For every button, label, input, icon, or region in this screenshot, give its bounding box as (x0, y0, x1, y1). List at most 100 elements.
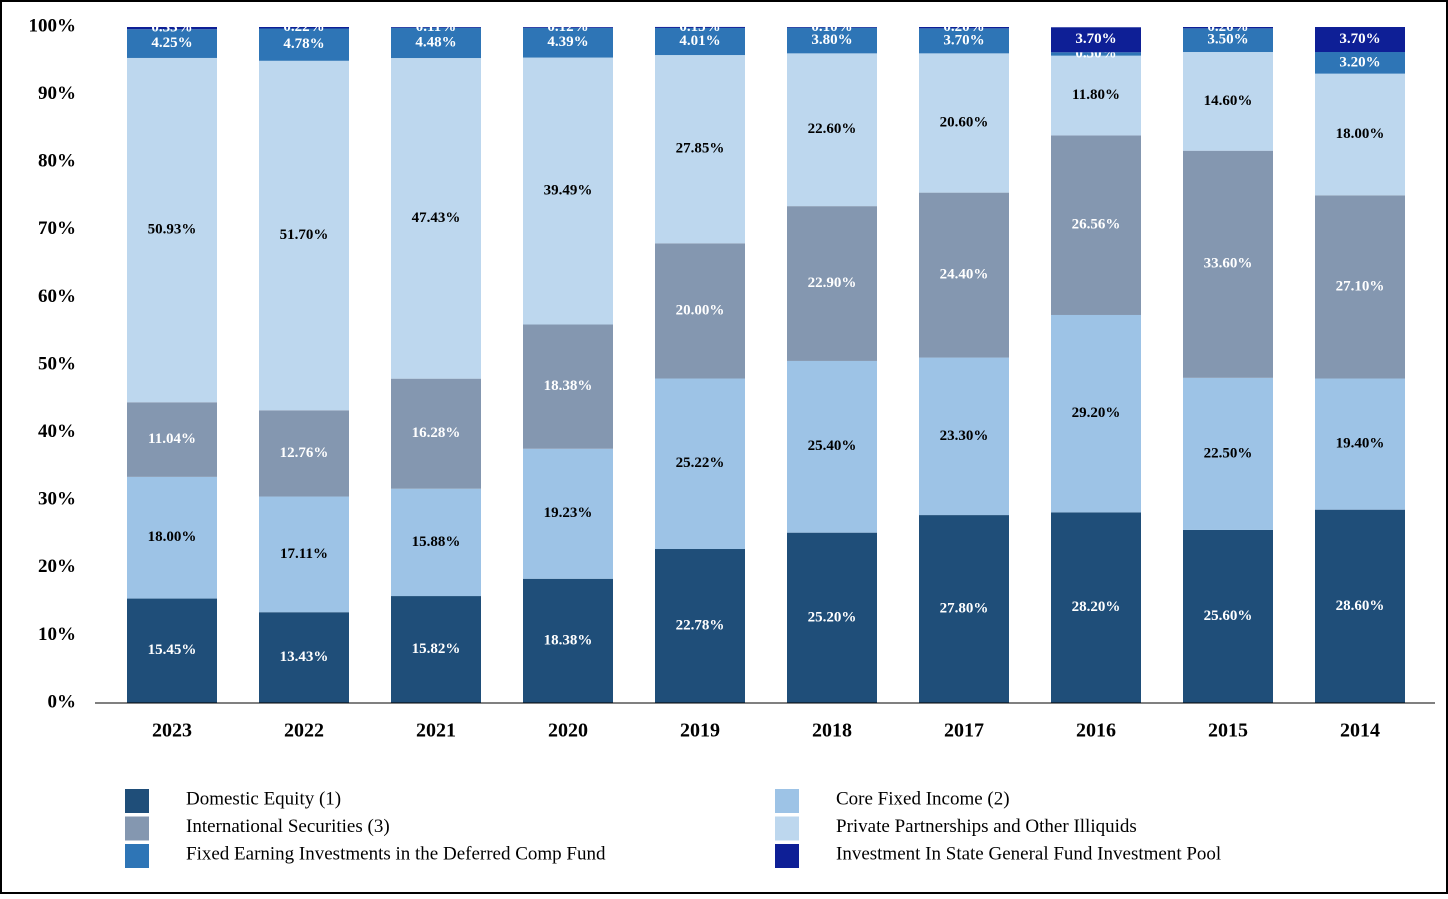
bar-segment (1183, 529, 1273, 703)
bar-segment (919, 192, 1009, 358)
legend-swatch (125, 816, 149, 841)
legend-label: Domestic Equity (1) (186, 788, 341, 809)
bar-segment (655, 378, 745, 550)
bar-segment (919, 357, 1009, 516)
y-tick-label: 60% (38, 286, 76, 307)
y-tick-label: 10% (38, 624, 76, 645)
legend-swatch (775, 816, 799, 841)
bar-segment (1183, 150, 1273, 378)
y-tick-label: 70% (38, 218, 76, 239)
bar-segment (919, 27, 1009, 29)
legend-swatch (775, 844, 799, 868)
bar-segment (919, 28, 1009, 54)
x-tick-label: 2016 (1076, 720, 1116, 742)
x-tick-label: 2023 (152, 720, 192, 742)
x-tick-label: 2021 (416, 720, 456, 742)
legend-label: International Securities (3) (186, 816, 390, 837)
value-label: 12.76% (280, 445, 329, 461)
y-tick-label: 0% (48, 691, 77, 712)
value-label: 3.20% (1339, 54, 1380, 70)
y-tick-label: 30% (38, 489, 76, 510)
bar-segment (787, 27, 877, 28)
value-label: 17.11% (280, 546, 328, 562)
bar-segment (655, 55, 745, 244)
legend-swatch (125, 844, 149, 868)
bar-segment (259, 60, 349, 411)
bar-segment (1315, 378, 1405, 510)
bar-segment (1183, 27, 1273, 29)
bar-segment (919, 515, 1009, 703)
value-label: 27.85% (676, 141, 725, 157)
bar-segment (655, 26, 745, 28)
bar-segment (127, 402, 217, 477)
value-label: 3.80% (811, 32, 852, 48)
bar-segment (1051, 52, 1141, 56)
bar-segment (391, 488, 481, 597)
value-label: 25.20% (808, 609, 857, 625)
value-label: 0.22% (283, 19, 324, 35)
value-label: 22.60% (808, 121, 857, 137)
value-label: 26.56% (1072, 217, 1121, 233)
bar-segment (1315, 195, 1405, 379)
value-label: 20.60% (940, 114, 989, 130)
bar-segment (1051, 27, 1141, 53)
bar-segment (787, 53, 877, 207)
value-label: 18.00% (1336, 126, 1385, 142)
x-tick-label: 2022 (284, 720, 324, 742)
bar-segment (391, 27, 481, 59)
bar-segment (127, 57, 217, 403)
value-label: 23.30% (940, 428, 989, 444)
bar-segment (127, 29, 217, 58)
bar-segment (391, 378, 481, 489)
bar-segment (259, 496, 349, 613)
bar-segment (787, 206, 877, 361)
value-label: 25.22% (676, 455, 725, 471)
bar-segment (919, 53, 1009, 193)
value-label: 22.50% (1204, 445, 1253, 461)
x-tick-label: 2017 (944, 720, 984, 742)
value-label: 22.90% (808, 275, 857, 291)
x-tick-label: 2018 (812, 720, 852, 742)
value-label: 14.60% (1204, 93, 1253, 109)
y-tick-label: 40% (38, 421, 76, 442)
value-label: 0.15% (679, 19, 720, 35)
value-label: 19.23% (544, 505, 593, 521)
value-label: 24.40% (940, 267, 989, 283)
value-label: 27.10% (1336, 278, 1385, 294)
bar-segment (1183, 28, 1273, 53)
bar-segment (1051, 55, 1141, 136)
x-tick-label: 2015 (1208, 720, 1248, 742)
value-label: 4.48% (415, 34, 456, 50)
bar-segment (655, 27, 745, 56)
bar-segment (1315, 27, 1405, 53)
bar-segment (655, 549, 745, 703)
value-label: 15.88% (412, 534, 461, 550)
value-label: 0.11% (416, 19, 456, 35)
bar-segment (787, 27, 877, 54)
value-label: 11.04% (148, 431, 196, 447)
legend-swatch (125, 789, 149, 813)
value-label: 28.60% (1336, 598, 1385, 614)
bar-segment (1315, 52, 1405, 74)
value-label: 19.40% (1336, 436, 1385, 452)
legend-label: Fixed Earning Investments in the Deferre… (186, 843, 606, 864)
value-label: 0.12% (547, 19, 588, 35)
bar-segment (127, 476, 217, 599)
value-label: 0.33% (151, 20, 192, 36)
value-label: 16.28% (412, 425, 461, 441)
value-label: 15.82% (412, 641, 461, 657)
bar-segment (787, 360, 877, 533)
value-label: 0.10% (811, 19, 852, 35)
bar-segment (391, 596, 481, 703)
legend-label: Investment In State General Fund Investm… (836, 843, 1221, 864)
value-label: 29.20% (1072, 405, 1121, 421)
y-tick-label: 90% (38, 83, 76, 104)
value-label: 4.39% (547, 34, 588, 50)
bar-segment (1051, 512, 1141, 703)
bar-segment (523, 324, 613, 449)
value-label: 3.70% (1339, 31, 1380, 47)
bar-segment (127, 598, 217, 703)
value-label: 28.20% (1072, 599, 1121, 615)
legend-swatch (775, 789, 799, 813)
